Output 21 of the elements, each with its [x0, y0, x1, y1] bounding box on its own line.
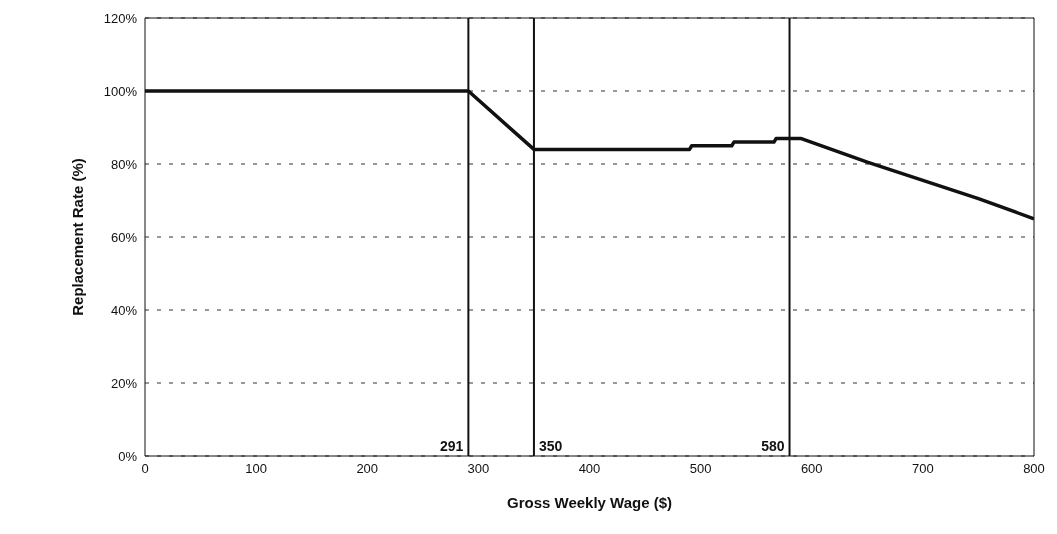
- y-axis-title: Replacement Rate (%): [69, 158, 87, 316]
- y-tick-label: 80%: [110, 156, 138, 172]
- x-axis-title: Gross Weekly Wage ($): [506, 494, 673, 511]
- y-tick-label: 100%: [103, 83, 138, 99]
- x-tick-label: 100: [245, 461, 267, 477]
- x-tick-label: 700: [912, 461, 934, 477]
- x-tick-label: 400: [578, 461, 601, 477]
- y-tick-label: 40%: [110, 302, 138, 318]
- y-tick-label: 120%: [103, 10, 138, 26]
- x-tick-label: 200: [356, 461, 379, 477]
- x-tick-label: 300: [467, 461, 490, 477]
- y-tick-label: 60%: [110, 229, 138, 245]
- x-tick-label: 600: [800, 461, 823, 477]
- x-tick-label: 0: [141, 461, 149, 477]
- x-tick-label: 500: [689, 461, 712, 477]
- ref-line-label: 580: [761, 438, 785, 454]
- x-tick-label: 800: [1023, 461, 1045, 477]
- y-tick-label: 20%: [110, 375, 138, 391]
- ref-line-label: 350: [538, 438, 563, 454]
- y-tick-label: 0%: [118, 448, 138, 464]
- ref-line-label: 291: [440, 438, 464, 454]
